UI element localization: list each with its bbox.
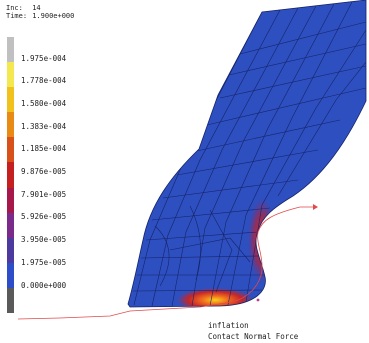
contact-node-marker [256, 298, 260, 302]
legend-tick-label: 3.950e-005 [21, 235, 67, 245]
legend-swatch [7, 287, 14, 314]
legend-tick-label: 5.926e-005 [21, 212, 67, 222]
color-legend-bar [7, 37, 14, 314]
legend-tick-label: 1.778e-004 [21, 76, 67, 86]
legend-tick-label: 1.185e-004 [21, 144, 67, 154]
time-value: 1.900e+000 [32, 12, 75, 20]
contact-surface-line [17, 206, 313, 320]
legend-swatch [7, 212, 14, 239]
inc-label: Inc: [6, 4, 23, 12]
legend-swatch [7, 187, 14, 214]
legend-tick-label: 1.580e-004 [21, 98, 67, 108]
legend-tick-label: 1.975e-004 [21, 53, 67, 63]
legend-tick-label: 7.901e-005 [21, 189, 67, 199]
increment-readout: Inc: 14 [6, 4, 41, 13]
legend-swatch [7, 112, 14, 138]
legend-tick-label: 0.000e+000 [21, 280, 67, 290]
legend-tick-label: 1.975e-005 [21, 257, 67, 267]
legend-swatch [7, 62, 14, 88]
legend-tick-label: 1.383e-004 [21, 121, 67, 131]
inc-value: 14 [32, 4, 41, 12]
legend-swatch [7, 262, 14, 289]
legend-swatch [7, 37, 14, 63]
legend-swatch [7, 87, 14, 113]
mesh-body [128, 0, 366, 307]
time-label: Time: [6, 12, 28, 20]
legend-tick-label: 9.876e-005 [21, 167, 67, 176]
mesh-outline [127, 0, 367, 308]
legend-swatch [7, 237, 14, 264]
time-readout: Time: 1.900e+000 [6, 12, 74, 21]
legend-swatch [7, 162, 14, 189]
contact-arrow-icon [313, 204, 318, 210]
caption-result-variable: Contact Normal Force [208, 332, 299, 341]
contact-hotspot [177, 288, 253, 307]
mesh-grid [132, 1, 366, 307]
legend-swatch [7, 137, 14, 163]
caption-load-case: inflation [208, 321, 249, 330]
